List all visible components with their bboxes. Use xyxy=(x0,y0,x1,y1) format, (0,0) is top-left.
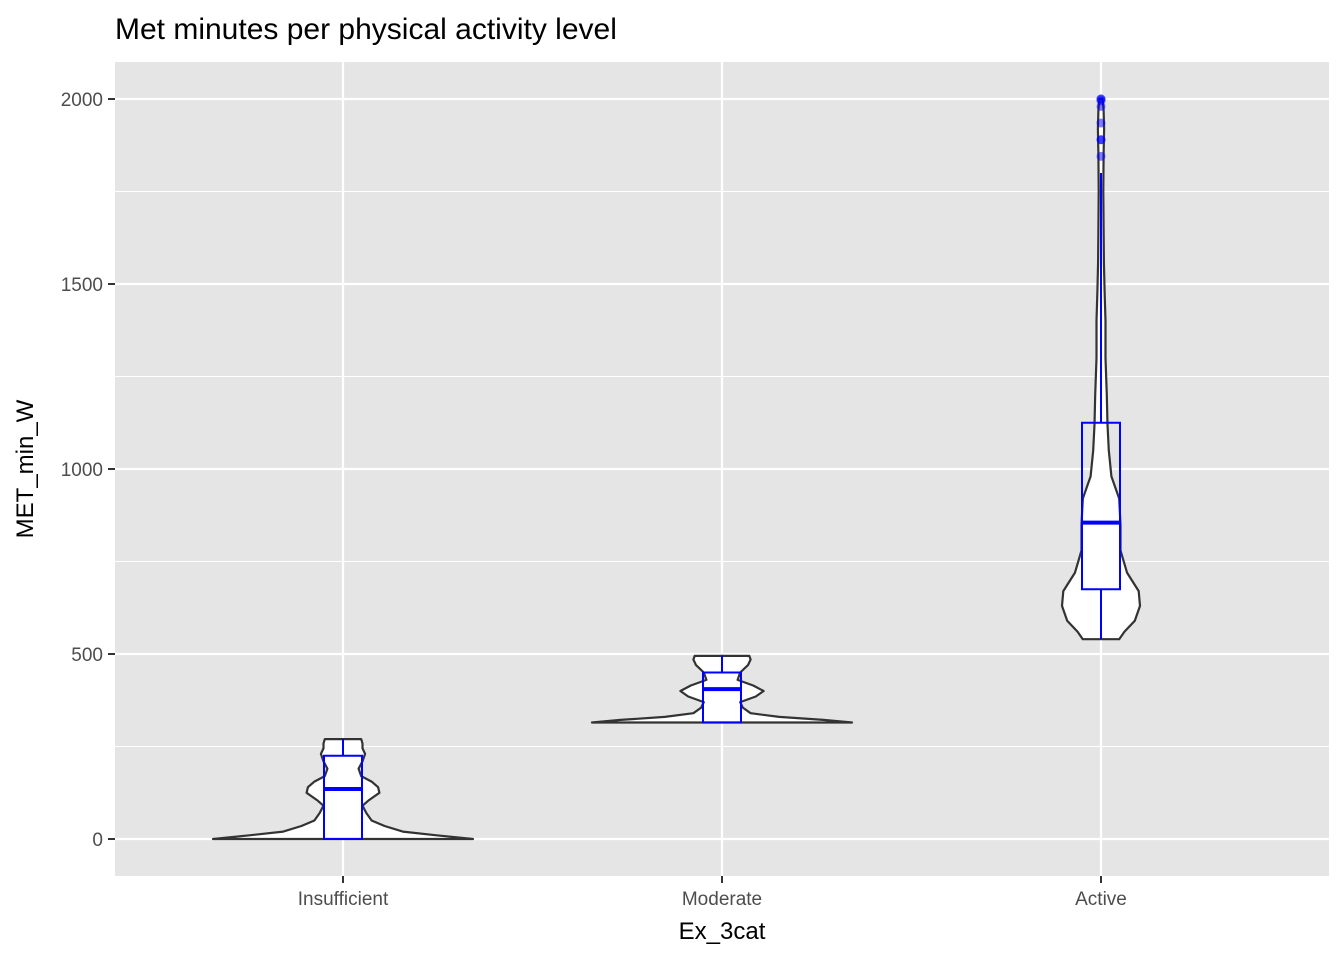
outlier-point xyxy=(1096,135,1106,145)
boxplot-moderate xyxy=(702,655,742,724)
box-iqr xyxy=(323,754,363,840)
box-iqr xyxy=(702,671,742,724)
x-tick-label: Moderate xyxy=(682,889,762,910)
x-axis-title: Ex_3cat xyxy=(679,918,766,945)
boxplot-layer xyxy=(323,94,1121,840)
y-tick-label: 500 xyxy=(71,645,103,666)
y-tick-label: 1500 xyxy=(61,275,103,296)
y-tick-label: 0 xyxy=(92,830,103,851)
y-tick-label: 1000 xyxy=(61,460,103,481)
y-axis-title: MET_min_W xyxy=(12,399,39,538)
x-tick-label: Insufficient xyxy=(298,889,389,910)
y-axis: 0 500 1000 1500 2000 xyxy=(61,90,115,851)
x-axis: Insufficient Moderate Active xyxy=(298,876,1127,910)
box-iqr xyxy=(1081,421,1121,591)
outlier-point xyxy=(1096,118,1106,128)
x-tick-label: Active xyxy=(1075,889,1127,910)
y-tick-label: 2000 xyxy=(61,90,103,111)
boxplot-active xyxy=(1081,94,1121,640)
chart-title: Met minutes per physical activity level xyxy=(115,13,617,46)
outlier-point xyxy=(1096,94,1106,104)
boxplot-insufficient xyxy=(323,739,363,840)
outlier-point xyxy=(1096,151,1106,161)
